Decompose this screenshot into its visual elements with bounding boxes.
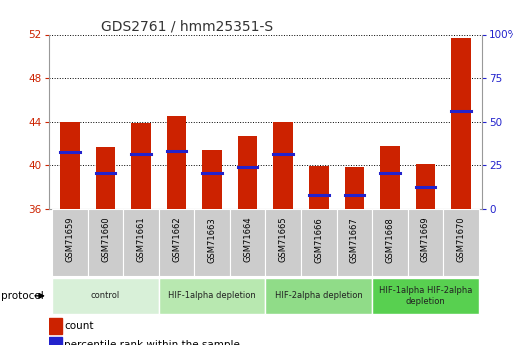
Bar xyxy=(52,209,88,276)
Text: percentile rank within the sample: percentile rank within the sample xyxy=(64,339,240,345)
Bar xyxy=(123,209,159,276)
Text: GSM71665: GSM71665 xyxy=(279,217,288,263)
Bar xyxy=(345,167,364,209)
Bar xyxy=(301,209,337,276)
Bar xyxy=(238,136,258,209)
Bar xyxy=(451,38,470,209)
Bar xyxy=(61,122,80,209)
Text: GDS2761 / hmm25351-S: GDS2761 / hmm25351-S xyxy=(101,19,273,33)
Bar xyxy=(159,209,194,276)
Bar xyxy=(203,150,222,209)
Bar xyxy=(49,337,63,345)
Text: GSM71664: GSM71664 xyxy=(243,217,252,263)
Bar xyxy=(416,164,435,209)
Bar xyxy=(52,278,159,314)
Text: HIF-2alpha depletion: HIF-2alpha depletion xyxy=(275,291,363,300)
Text: protocol: protocol xyxy=(1,291,44,301)
Bar xyxy=(266,209,301,276)
Bar xyxy=(230,209,266,276)
Text: GSM71661: GSM71661 xyxy=(136,217,146,263)
Text: GSM71659: GSM71659 xyxy=(66,217,74,262)
Text: count: count xyxy=(64,321,93,331)
Bar xyxy=(96,147,115,209)
Text: GSM71662: GSM71662 xyxy=(172,217,181,263)
Bar xyxy=(380,146,400,209)
Text: GSM71666: GSM71666 xyxy=(314,217,323,263)
Bar xyxy=(49,318,63,334)
Bar xyxy=(194,209,230,276)
Bar xyxy=(131,123,151,209)
Bar xyxy=(408,209,443,276)
Bar xyxy=(337,209,372,276)
Text: HIF-1alpha depletion: HIF-1alpha depletion xyxy=(168,291,256,300)
Text: GSM71660: GSM71660 xyxy=(101,217,110,263)
Text: control: control xyxy=(91,291,120,300)
Bar xyxy=(372,209,408,276)
Bar xyxy=(159,278,266,314)
Text: GSM71670: GSM71670 xyxy=(457,217,465,263)
Text: GSM71669: GSM71669 xyxy=(421,217,430,263)
Text: GSM71668: GSM71668 xyxy=(385,217,394,263)
Bar xyxy=(372,278,479,314)
Bar xyxy=(443,209,479,276)
Bar xyxy=(266,278,372,314)
Text: HIF-1alpha HIF-2alpha
depletion: HIF-1alpha HIF-2alpha depletion xyxy=(379,286,472,306)
Bar xyxy=(273,122,293,209)
Text: GSM71667: GSM71667 xyxy=(350,217,359,263)
Bar xyxy=(167,116,186,209)
Bar xyxy=(88,209,123,276)
Bar xyxy=(309,166,328,209)
Text: GSM71663: GSM71663 xyxy=(208,217,216,263)
